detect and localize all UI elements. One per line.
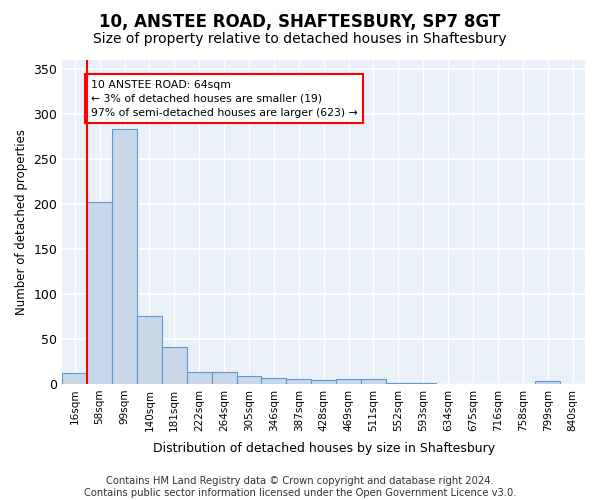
- Y-axis label: Number of detached properties: Number of detached properties: [15, 129, 28, 315]
- Text: Contains HM Land Registry data © Crown copyright and database right 2024.
Contai: Contains HM Land Registry data © Crown c…: [84, 476, 516, 498]
- Bar: [112, 130, 137, 384]
- Bar: [361, 378, 386, 384]
- Bar: [411, 383, 436, 384]
- Bar: [311, 380, 336, 384]
- Bar: [386, 383, 411, 384]
- Bar: [535, 381, 560, 384]
- Text: 10 ANSTEE ROAD: 64sqm
← 3% of detached houses are smaller (19)
97% of semi-detac: 10 ANSTEE ROAD: 64sqm ← 3% of detached h…: [91, 80, 358, 118]
- X-axis label: Distribution of detached houses by size in Shaftesbury: Distribution of detached houses by size …: [152, 442, 495, 455]
- Bar: [87, 202, 112, 384]
- Bar: [336, 378, 361, 384]
- Bar: [212, 372, 236, 384]
- Bar: [137, 316, 162, 384]
- Bar: [262, 378, 286, 384]
- Bar: [187, 372, 212, 384]
- Text: Size of property relative to detached houses in Shaftesbury: Size of property relative to detached ho…: [93, 32, 507, 46]
- Bar: [236, 376, 262, 384]
- Text: 10, ANSTEE ROAD, SHAFTESBURY, SP7 8GT: 10, ANSTEE ROAD, SHAFTESBURY, SP7 8GT: [100, 12, 500, 30]
- Bar: [162, 347, 187, 384]
- Bar: [62, 373, 87, 384]
- Bar: [286, 378, 311, 384]
